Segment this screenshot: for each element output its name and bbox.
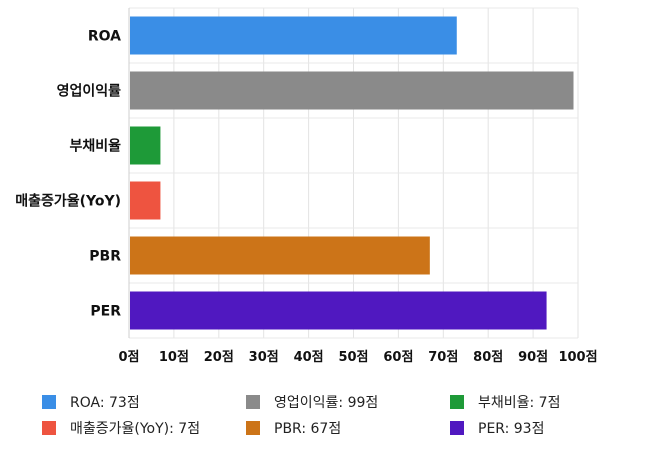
legend-swatch [246,421,260,435]
x-tick-label: 50점 [338,350,368,365]
legend-swatch [450,421,464,435]
category-label: ROA [88,29,121,45]
category-label: 영업이익률 [57,83,122,100]
legend-item: 영업이익률: 99점 [246,392,378,412]
legend-label: ROA: 73점 [70,395,140,411]
legend-swatch [246,395,260,409]
legend-item: 매출증가율(YoY): 7점 [42,418,200,438]
legend-label: PER: 93점 [478,421,545,437]
bar-1 [130,16,457,55]
legend-swatch [42,421,56,435]
legend-label: 영업이익률: 99점 [274,395,379,411]
x-tick-label: 20점 [204,350,234,365]
category-label: PER [90,304,121,320]
x-tick-label: 60점 [383,350,413,365]
x-tick-label: 40점 [294,350,324,365]
legend-swatch [450,395,464,409]
bar-3 [130,126,161,165]
bar-4 [130,181,161,220]
legend-item: ROA: 73점 [42,392,140,412]
x-tick-label: 70점 [428,350,458,365]
category-label: 부채비율 [69,138,121,155]
legend-swatch [42,395,56,409]
legend-item: 부채비율: 7점 [450,392,560,412]
bar-5 [130,236,430,275]
legend-label: 매출증가율(YoY): 7점 [70,421,201,437]
x-tick-label: 80점 [473,350,503,365]
bar-6 [130,291,547,330]
category-label: 매출증가율(YoY) [15,193,121,210]
x-tick-label: 100점 [558,350,597,365]
x-tick-label: 90점 [518,350,548,365]
category-label: PBR [89,249,121,265]
x-tick-label: 30점 [249,350,279,365]
legend-label: 부채비율: 7점 [478,395,561,411]
legend-item: PER: 93점 [450,418,544,438]
bar-2 [130,71,574,110]
legend-label: PBR: 67점 [274,421,342,437]
legend-item: PBR: 67점 [246,418,341,438]
x-tick-label: 10점 [159,350,189,365]
x-tick-label: 0점 [118,350,139,365]
